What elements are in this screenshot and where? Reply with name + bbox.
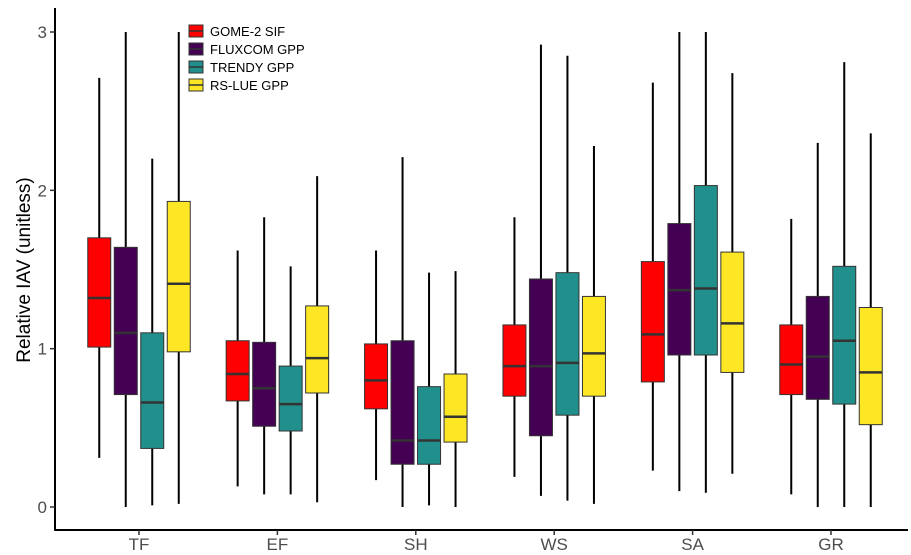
box (252, 341, 277, 427)
x-tick-label: GR (818, 535, 844, 550)
box (581, 295, 606, 397)
box (278, 365, 303, 432)
series-fluxcom-gpp (113, 32, 830, 507)
box (166, 200, 191, 353)
legend-item: FLUXCOM GPP (188, 42, 305, 57)
box (364, 343, 389, 410)
y-axis-title: Relative IAV (unitless) (14, 177, 35, 363)
box (858, 307, 883, 426)
axes: 0 1 2 3 TF EF SH WS SA GR (38, 8, 908, 554)
y-tick-label: 3 (38, 23, 47, 42)
x-tick-label: WS (541, 535, 568, 550)
y-tick-label: 1 (38, 340, 47, 359)
legend-label: FLUXCOM GPP (210, 42, 305, 57)
series-gome-2-sif (87, 77, 804, 495)
box (225, 340, 250, 402)
box (417, 386, 442, 465)
x-tick-label: SA (681, 535, 704, 550)
box (390, 340, 415, 465)
box (779, 324, 804, 396)
legend-item: RS-LUE GPP (188, 78, 289, 93)
box (555, 272, 580, 416)
x-tick-label: EF (267, 535, 289, 550)
box (140, 332, 165, 449)
box (305, 305, 330, 394)
series-trendy-gpp (140, 32, 857, 507)
box (693, 185, 718, 356)
legend-label: TRENDY GPP (210, 60, 294, 75)
box (443, 373, 468, 443)
plot-area (87, 32, 883, 507)
box (502, 324, 527, 397)
y-tick-label: 0 (38, 498, 47, 517)
legend-item: TRENDY GPP (188, 60, 294, 75)
legend-label: GOME-2 SIF (210, 24, 285, 39)
box (528, 278, 553, 437)
box (113, 246, 138, 396)
box (805, 295, 830, 400)
series-rs-lue-gpp (166, 32, 883, 507)
legend-item: GOME-2 SIF (188, 24, 285, 39)
box (832, 265, 857, 405)
box (720, 251, 745, 373)
box (87, 237, 112, 348)
box (640, 261, 665, 383)
legend: GOME-2 SIF FLUXCOM GPP TRENDY GPP RS-LUE GP… (188, 24, 305, 93)
y-tick-label: 2 (38, 181, 47, 200)
x-tick-label: SH (404, 535, 428, 550)
x-tick-label: TF (129, 535, 150, 550)
legend-label: RS-LUE GPP (210, 78, 289, 93)
